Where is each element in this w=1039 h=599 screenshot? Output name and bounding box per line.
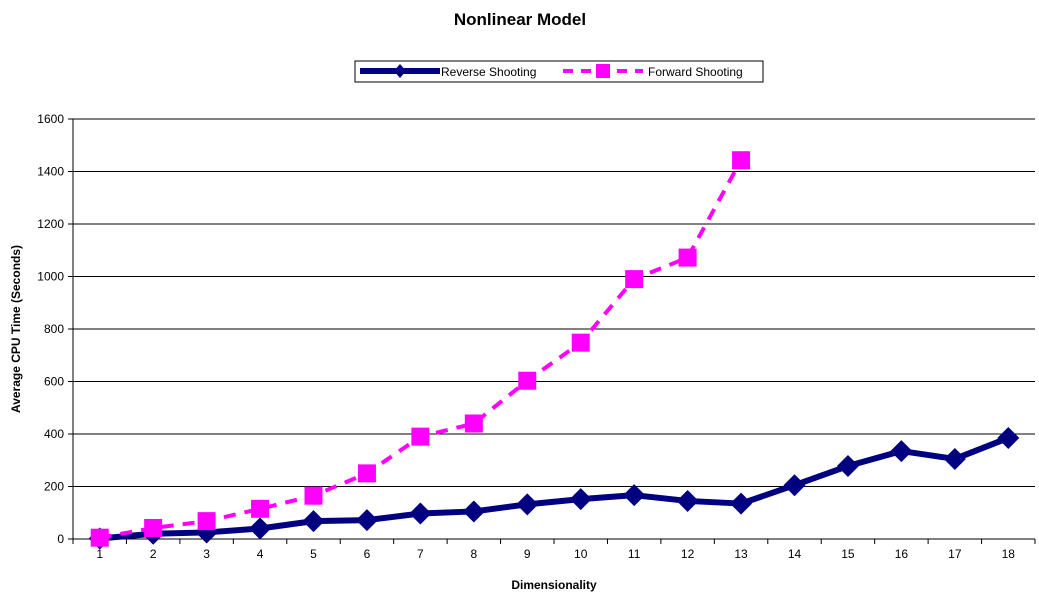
x-tick-label: 7: [417, 547, 424, 561]
x-tick-label: 8: [470, 547, 477, 561]
x-tick-label: 10: [574, 547, 588, 561]
legend-label-forward-shooting: Forward Shooting: [648, 65, 743, 79]
data-point-square: [411, 427, 430, 446]
data-point-square: [732, 151, 751, 170]
y-tick-label: 1400: [37, 165, 64, 179]
x-tick-label: 13: [734, 547, 748, 561]
x-tick-label: 16: [895, 547, 909, 561]
y-axis-title: Average CPU Time (Seconds): [9, 245, 23, 413]
legend-marker-forward-shooting: [596, 64, 610, 78]
y-tick-label: 0: [57, 532, 64, 546]
data-point-square: [571, 333, 590, 352]
data-point-square: [251, 499, 270, 518]
data-point-square: [144, 518, 163, 537]
x-tick-label: 9: [524, 547, 531, 561]
data-point-square: [464, 414, 483, 433]
data-point-diamond: [623, 484, 646, 507]
x-tick-label: 4: [257, 547, 264, 561]
data-point-square: [518, 371, 537, 390]
data-point-diamond: [569, 488, 592, 511]
legend-marker-reverse-shooting: [394, 64, 406, 78]
data-point-square: [304, 486, 323, 505]
x-tick-label: 6: [364, 547, 371, 561]
data-point-diamond: [676, 489, 699, 512]
x-tick-label: 5: [310, 547, 317, 561]
data-point-diamond: [249, 517, 272, 540]
data-point-square: [625, 270, 644, 289]
y-tick-label: 600: [44, 375, 64, 389]
data-point-square: [90, 528, 109, 547]
data-point-diamond: [409, 502, 432, 525]
x-tick-label: 15: [841, 547, 855, 561]
x-tick-label: 2: [150, 547, 157, 561]
data-point-square: [197, 512, 216, 531]
y-tick-label: 400: [44, 427, 64, 441]
x-axis-title: Dimensionality: [511, 578, 597, 592]
y-tick-label: 1600: [37, 112, 64, 126]
x-tick-label: 11: [628, 547, 641, 561]
y-tick-label: 800: [44, 322, 64, 336]
data-point-square: [678, 248, 697, 267]
x-tick-label: 14: [788, 547, 802, 561]
y-tick-label: 1200: [37, 217, 64, 231]
y-axis-ticks: 0 200 400 600 800 1000 1200 1400 1600: [37, 112, 73, 546]
x-tick-label: 3: [203, 547, 210, 561]
x-tick-label: 18: [1002, 547, 1016, 561]
data-point-diamond: [730, 492, 753, 515]
legend: Reverse Shooting Forward Shooting: [354, 60, 764, 83]
data-point-diamond: [890, 440, 913, 463]
x-tick-label: 1: [96, 547, 103, 561]
x-tick-label: 12: [681, 547, 695, 561]
data-point-diamond: [836, 455, 859, 478]
x-tick-label: 17: [948, 547, 962, 561]
chart-title: Nonlinear Model: [454, 10, 586, 29]
data-point-square: [357, 464, 376, 483]
data-point-diamond: [997, 426, 1020, 449]
data-point-diamond: [516, 493, 539, 516]
gridlines: [73, 118, 1035, 487]
x-axis-ticks: 1 2 3 4 5 6 7 8 9 10 11 12 13 14 15 16 17 18: [72, 539, 1036, 561]
data-point-diamond: [302, 510, 325, 533]
y-tick-label: 200: [44, 480, 64, 494]
y-tick-label: 1000: [37, 270, 64, 284]
legend-label-reverse-shooting: Reverse Shooting: [441, 65, 536, 79]
data-point-diamond: [943, 447, 966, 470]
data-point-diamond: [355, 509, 378, 532]
legend-box: [354, 60, 764, 83]
data-point-diamond: [462, 500, 485, 523]
data-point-diamond: [783, 474, 806, 497]
series-layer: [88, 151, 1020, 550]
